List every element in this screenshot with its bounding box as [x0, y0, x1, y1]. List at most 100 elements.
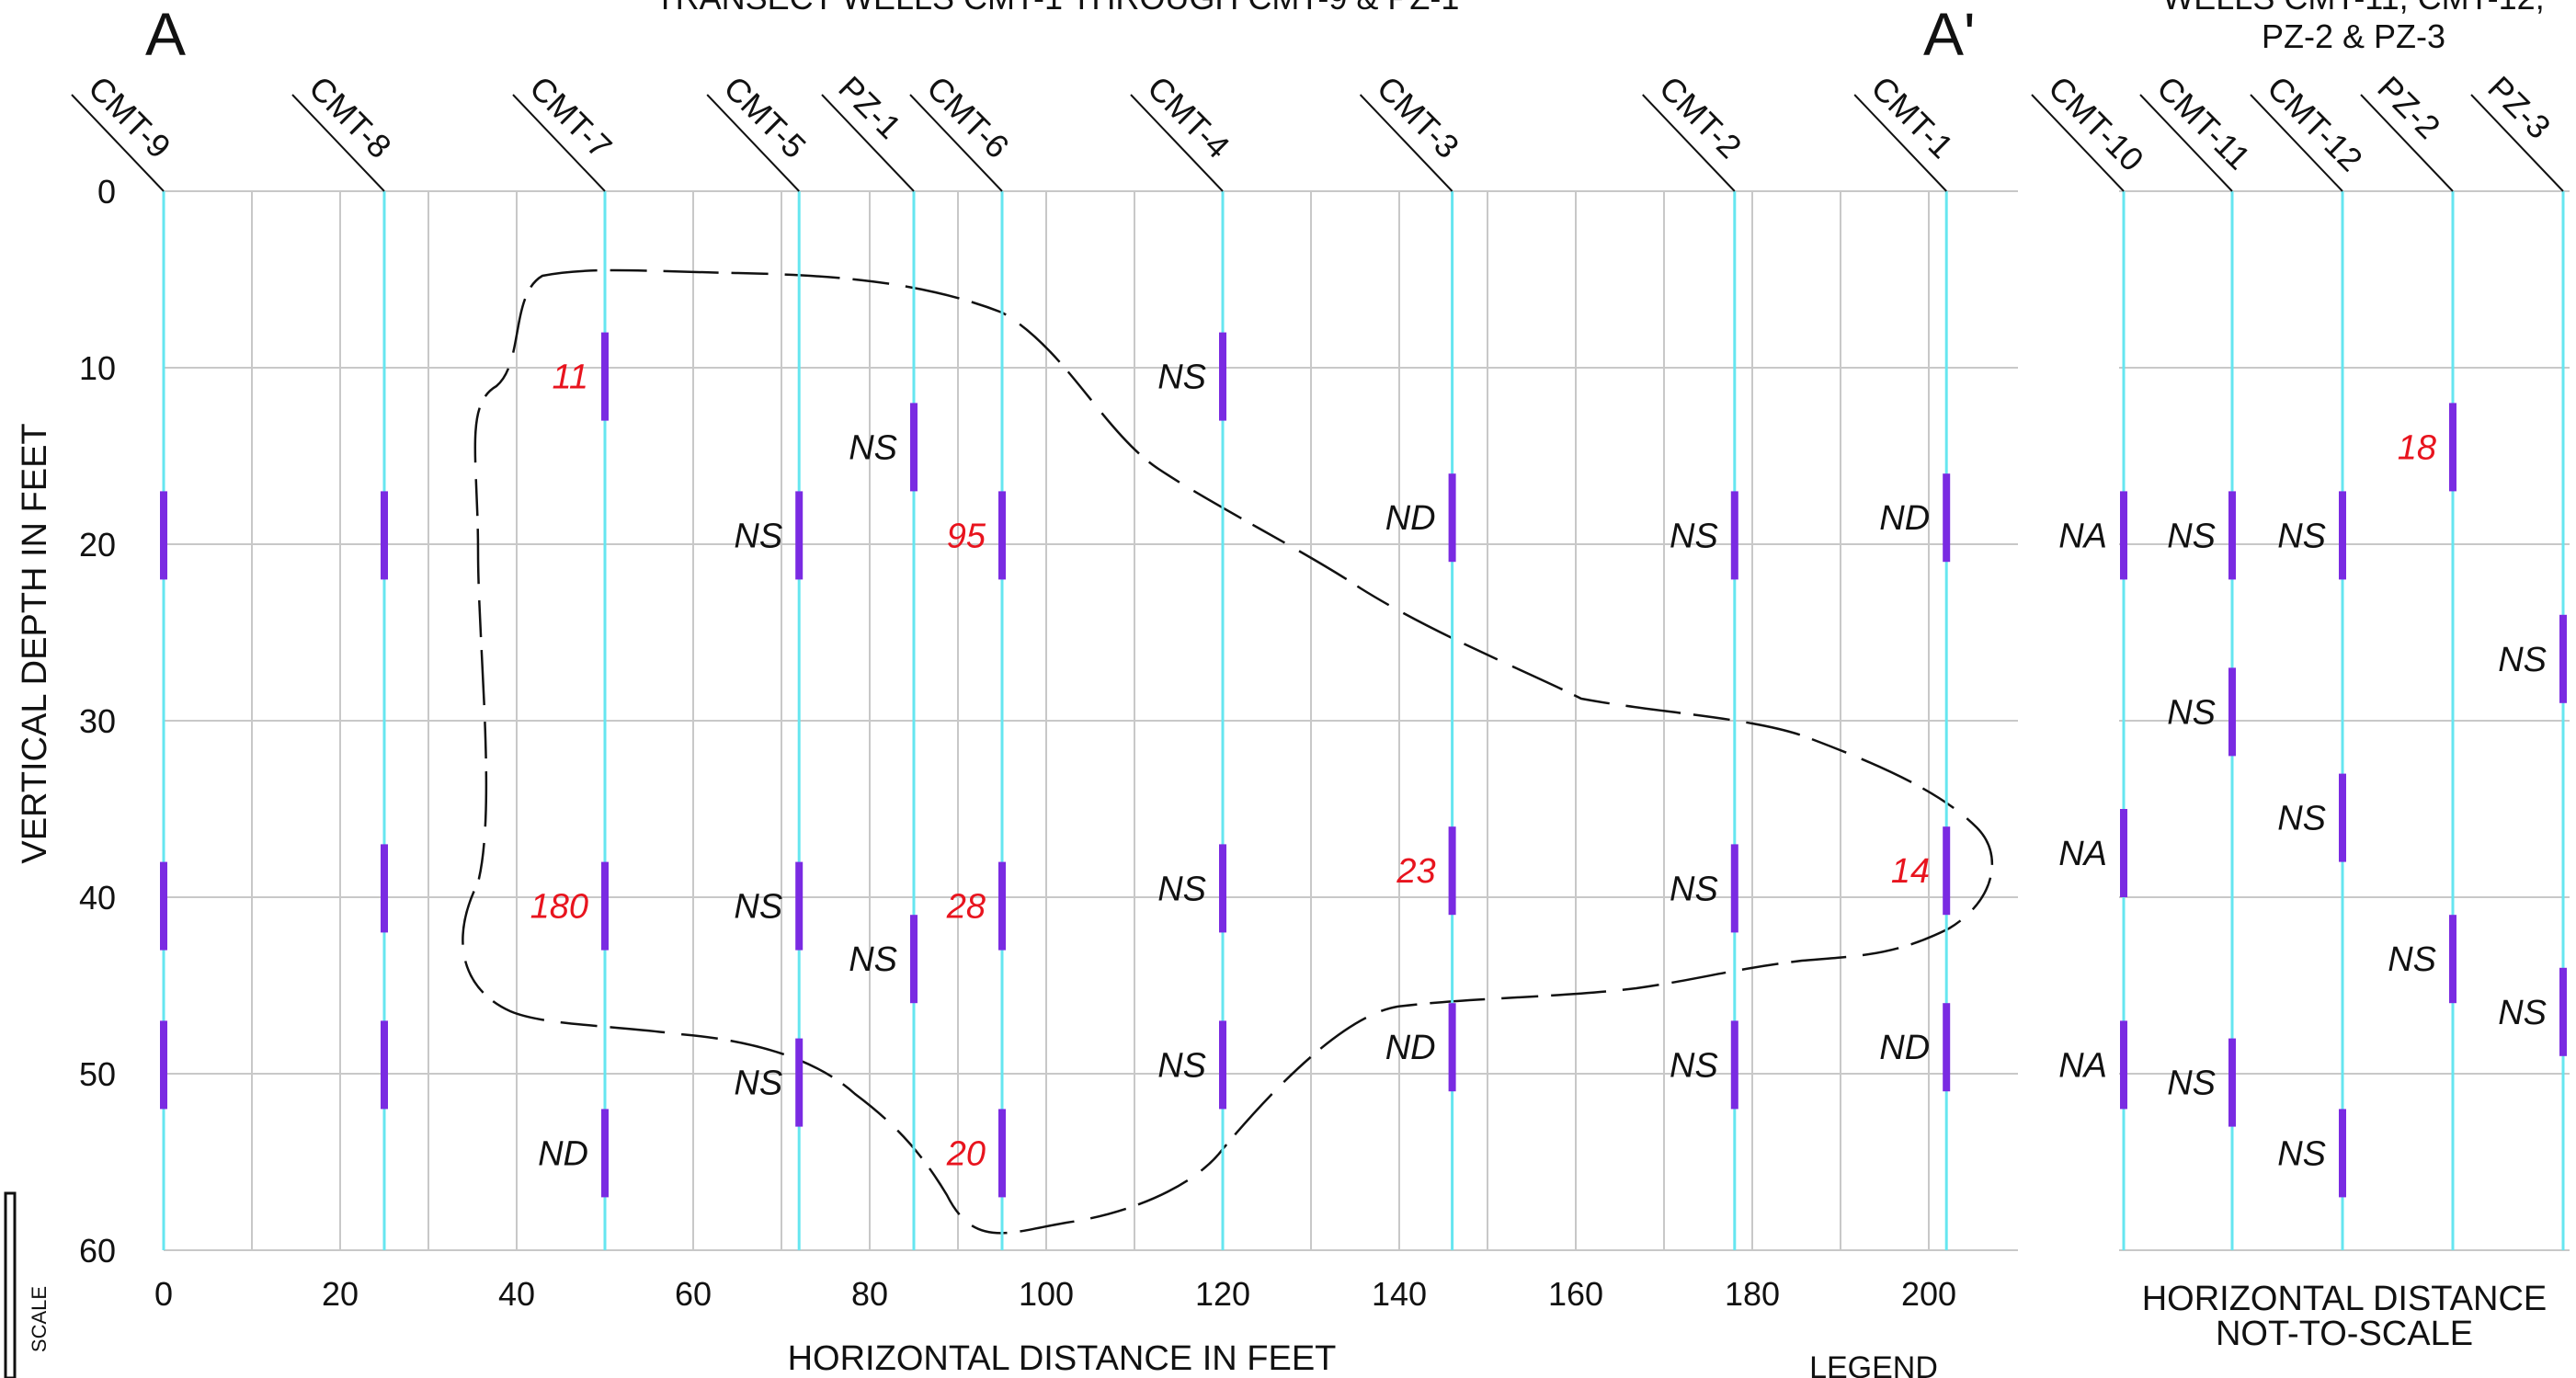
- well-screen-interval: [160, 491, 167, 580]
- screen-result-label: ND: [1879, 499, 1930, 538]
- screen-result-label: NS: [734, 1065, 782, 1103]
- screen-result-label: 28: [946, 888, 986, 927]
- y-axis-title: VERTICAL DEPTH IN FEET: [16, 423, 54, 863]
- well-screen-interval: [998, 491, 1006, 580]
- well-screen-interval: [795, 861, 804, 951]
- section-start-label: A: [145, 0, 186, 68]
- well-screen-interval: [2228, 491, 2236, 580]
- well-label-leader: [1642, 94, 1736, 192]
- well-screen-interval: [910, 403, 918, 492]
- well-name-label: CMT-5: [717, 69, 814, 165]
- screen-result-label: ND: [1385, 1029, 1436, 1067]
- well-screen-interval: [1219, 844, 1226, 933]
- screen-result-label: NS: [2498, 994, 2547, 1032]
- screen-result-label: 18: [2398, 428, 2436, 467]
- x-axis-title: HORIZONTAL DISTANCE IN FEET: [788, 1339, 1337, 1378]
- screen-result-label: NS: [1670, 517, 1718, 555]
- right-panel-title-line1: WELLS CMT-11, CMT-12,: [2162, 0, 2544, 17]
- well-screen-interval: [2120, 1020, 2127, 1110]
- well-screen-interval: [2449, 915, 2456, 1004]
- x-tick-label: 180: [1725, 1275, 1780, 1313]
- well-screen-interval: [2339, 491, 2346, 580]
- screen-result-label: ND: [1385, 499, 1436, 538]
- well-name-label: CMT-1: [1864, 69, 1961, 165]
- screen-result-label: 23: [1396, 852, 1435, 891]
- well-label-leader: [2250, 94, 2343, 192]
- well-label-leader: [909, 94, 1003, 192]
- screen-result-label: NA: [2058, 517, 2107, 555]
- well-screen-interval: [381, 844, 388, 933]
- well-screen-interval: [2228, 1038, 2236, 1127]
- scale-label: SCALE: [28, 1286, 51, 1352]
- y-tick-label: 20: [79, 526, 116, 564]
- well-screen-interval: [2339, 773, 2346, 862]
- well-screen-interval: [1943, 826, 1951, 916]
- screen-result-label: NS: [2277, 800, 2326, 838]
- screen-result-label: NA: [2058, 835, 2107, 873]
- well-label-leader: [2470, 94, 2564, 192]
- contaminant-plume-outline: [462, 268, 1994, 1235]
- well-screen-interval: [1730, 491, 1738, 580]
- well-name-label: PZ-2: [2370, 69, 2447, 146]
- screen-result-label: 14: [1891, 852, 1930, 891]
- well-label-leader: [1130, 94, 1224, 192]
- screen-result-label: NS: [1157, 359, 1206, 397]
- well-screen-interval: [2559, 614, 2567, 703]
- screen-result-label: 11: [553, 359, 588, 397]
- scale-bar: [4, 1191, 17, 1378]
- well-screen-interval: [2449, 403, 2456, 492]
- screen-result-label: NS: [1670, 1046, 1718, 1085]
- screen-result-label: NS: [1670, 870, 1718, 908]
- right-x-axis-title-line2: NOT-TO-SCALE: [2216, 1315, 2473, 1353]
- well-label-leader: [2031, 94, 2125, 192]
- y-tick-label: 60: [79, 1232, 116, 1270]
- well-label-leader: [821, 94, 915, 192]
- y-tick-label: 30: [79, 702, 116, 740]
- annotation-layer: TRANSECT WELLS CMT-1 THROUGH CMT-9 & PZ-…: [4, 0, 2547, 1378]
- screen-result-label: NS: [2277, 517, 2326, 555]
- well-screen-interval: [1943, 1003, 1951, 1092]
- well-name-label: PZ-1: [831, 69, 908, 146]
- well-screen-interval: [1448, 473, 1456, 563]
- screen-result-label: NS: [2167, 693, 2216, 732]
- well-screen-interval: [160, 861, 167, 951]
- well-label-leader: [71, 94, 165, 192]
- well-screen-interval: [795, 1038, 804, 1127]
- well-screen-interval: [601, 1109, 609, 1198]
- well-screen-interval: [601, 861, 609, 951]
- well-screen-interval: [381, 1020, 388, 1110]
- well-pz-3: PZ-3 NS NS: [2470, 69, 2567, 1250]
- well-name-label: CMT-2: [1652, 69, 1749, 165]
- x-tick-label: 120: [1195, 1275, 1250, 1313]
- well-screen-interval: [1448, 1003, 1456, 1092]
- x-tick-label: 80: [851, 1275, 888, 1313]
- well-label-leader: [706, 94, 800, 192]
- screen-result-label: 20: [946, 1134, 986, 1173]
- x-tick-label: 0: [154, 1275, 173, 1313]
- well-screen-interval: [2120, 809, 2127, 897]
- well-screen-interval: [381, 491, 388, 580]
- well-label-leader: [512, 94, 606, 192]
- well-label-leader: [2139, 94, 2233, 192]
- well-screen-interval: [2228, 667, 2236, 757]
- well-name-label: CMT-4: [1140, 69, 1237, 165]
- well-name-label: PZ-3: [2480, 69, 2558, 146]
- well-screen-interval: [160, 1020, 167, 1110]
- x-tick-label: 200: [1901, 1275, 1956, 1313]
- well-screen-interval: [1730, 1020, 1738, 1110]
- screen-result-label: NS: [2498, 641, 2547, 679]
- grid: [163, 190, 2570, 1251]
- well-screen-interval: [910, 915, 918, 1004]
- well-screen-interval: [1448, 826, 1456, 916]
- well-label-leader: [1853, 94, 1947, 192]
- well-name-label: CMT-9: [81, 69, 177, 165]
- screen-result-label: NS: [2277, 1134, 2326, 1173]
- x-tick-label: 60: [675, 1275, 712, 1313]
- well-screen-interval: [998, 1109, 1006, 1198]
- well-screen-interval: [1219, 1020, 1226, 1110]
- right-panel-title-line2: PZ-2 & PZ-3: [2262, 17, 2445, 55]
- section-end-label: A': [1923, 0, 1976, 68]
- screen-result-label: NS: [734, 888, 782, 927]
- screen-result-label: NS: [734, 517, 782, 555]
